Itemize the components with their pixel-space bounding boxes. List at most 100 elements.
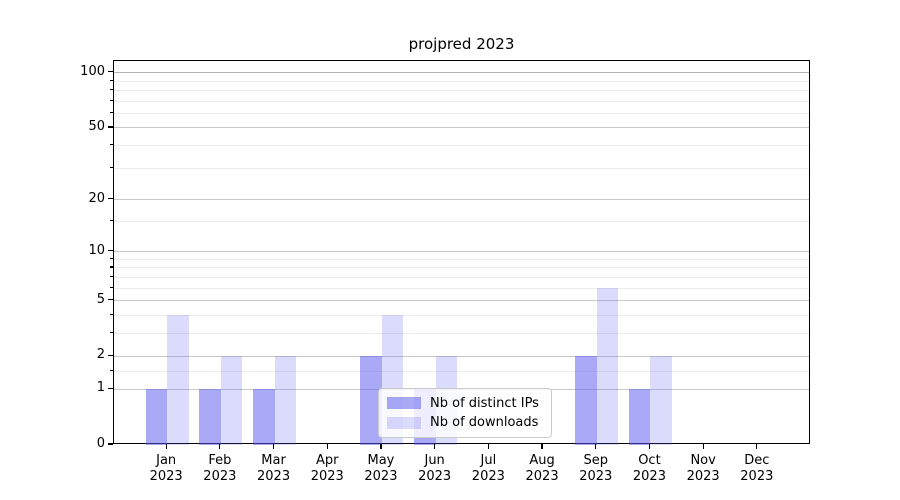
x-tick-mark: [272, 444, 275, 449]
bar-nb-of-distinct-ips-sep-2023: [575, 356, 597, 445]
x-tick-label-oct-2023: Oct 2023: [617, 453, 681, 484]
bar-nb-of-distinct-ips-may-2023: [360, 356, 382, 445]
bar-nb-of-downloads-jan-2023: [167, 315, 189, 445]
bar-nb-of-distinct-ips-feb-2023: [199, 389, 221, 445]
x-tick-year: 2023: [418, 468, 452, 484]
plot-area: [113, 60, 810, 445]
legend-label: Nb of downloads: [430, 415, 539, 431]
x-tick-label-apr-2023: Apr 2023: [295, 453, 359, 484]
y-tick-label: 50: [88, 118, 105, 134]
bar-nb-of-distinct-ips-mar-2023: [253, 389, 275, 445]
x-tick-year: 2023: [525, 468, 559, 484]
y-tick-label: 10: [88, 242, 105, 258]
x-tick-label-jun-2023: Jun 2023: [403, 453, 467, 484]
bar-nb-of-downloads-mar-2023: [274, 356, 297, 445]
y-minor-tick-mark: [110, 275, 113, 277]
major-gridline: [114, 199, 809, 200]
y-tick-label: 0: [96, 436, 105, 451]
x-tick-mark: [648, 444, 651, 449]
y-minor-tick-mark: [110, 313, 113, 315]
x-tick-mark: [219, 444, 221, 449]
bar-nb-of-downloads-feb-2023: [220, 356, 243, 445]
x-tick-label-aug-2023: Aug 2023: [510, 453, 574, 484]
minor-gridline: [114, 145, 809, 147]
x-tick-year: 2023: [686, 468, 720, 484]
y-minor-tick-mark: [110, 144, 113, 146]
x-tick-year: 2023: [310, 468, 344, 484]
legend-swatch-nb-of-downloads: [387, 416, 421, 429]
x-tick-month: Sep: [583, 453, 608, 468]
minor-gridline: [114, 100, 809, 102]
y-tick-label: 100: [80, 63, 105, 79]
minor-gridline: [114, 276, 809, 278]
x-tick-mark: [434, 444, 436, 449]
y-tick-mark: [108, 126, 113, 128]
x-tick-month: May: [367, 453, 395, 468]
y-tick-mark: [108, 443, 113, 445]
x-tick-mark: [756, 444, 758, 449]
y-minor-tick-mark: [110, 99, 113, 101]
x-tick-month: Dec: [744, 453, 770, 468]
y-minor-tick-mark: [110, 112, 113, 114]
x-tick-label-dec-2023: Dec 2023: [725, 453, 789, 484]
minor-gridline: [114, 314, 809, 316]
y-minor-tick-mark: [110, 369, 113, 371]
x-tick-month: Apr: [316, 453, 339, 468]
bar-nb-of-distinct-ips-jan-2023: [145, 389, 168, 445]
x-tick-year: 2023: [471, 468, 505, 484]
x-tick-label-sep-2023: Sep 2023: [564, 453, 628, 484]
x-tick-mark: [541, 444, 543, 449]
y-minor-tick-mark: [110, 266, 113, 268]
x-tick-year: 2023: [579, 468, 613, 484]
x-tick-month: Mar: [261, 453, 286, 468]
minor-gridline: [114, 332, 809, 334]
minor-gridline: [114, 80, 809, 82]
minor-gridline: [114, 113, 809, 115]
y-tick-mark: [108, 298, 113, 301]
x-tick-year: 2023: [149, 468, 183, 484]
y-minor-tick-mark: [110, 79, 113, 81]
x-tick-label-nov-2023: Nov 2023: [671, 453, 735, 484]
x-tick-mark: [487, 444, 489, 449]
y-tick-label: 5: [96, 291, 105, 307]
x-tick-mark: [380, 444, 382, 449]
x-tick-year: 2023: [364, 468, 398, 484]
minor-gridline: [114, 287, 809, 289]
bar-nb-of-downloads-sep-2023: [596, 288, 619, 445]
x-tick-label-may-2023: May 2023: [349, 453, 413, 484]
major-gridline: [114, 127, 809, 129]
major-gridline: [114, 355, 809, 357]
major-gridline: [114, 300, 809, 302]
x-tick-mark: [326, 444, 328, 449]
x-tick-month: Feb: [208, 453, 232, 468]
y-tick-mark: [108, 387, 113, 389]
bar-nb-of-distinct-ips-oct-2023: [628, 389, 651, 445]
y-minor-tick-mark: [110, 286, 113, 288]
minor-gridline: [114, 220, 809, 222]
y-minor-tick-mark: [110, 89, 113, 91]
x-tick-year: 2023: [203, 468, 237, 484]
y-minor-tick-mark: [110, 257, 113, 260]
minor-gridline: [114, 267, 809, 269]
legend-item-nb-of-distinct-ips: Nb of distinct IPs: [387, 396, 543, 411]
minor-gridline: [114, 258, 809, 260]
major-gridline: [114, 72, 809, 74]
y-tick-mark: [108, 250, 113, 252]
y-tick-mark: [108, 354, 113, 356]
x-tick-mark: [165, 444, 167, 449]
x-tick-month: Jul: [480, 453, 497, 468]
y-minor-tick-mark: [110, 331, 113, 333]
x-tick-year: 2023: [740, 468, 774, 484]
x-tick-mark: [595, 444, 597, 449]
x-tick-month: Jan: [156, 453, 177, 468]
x-tick-mark: [702, 444, 704, 449]
x-tick-month: Aug: [529, 453, 555, 468]
y-tick-mark: [108, 71, 113, 73]
legend-item-nb-of-downloads: Nb of downloads: [387, 415, 543, 430]
y-tick-label: 1: [96, 380, 105, 396]
x-tick-month: Nov: [690, 453, 716, 468]
chart-title: projpred 2023: [408, 35, 515, 53]
legend-swatch-nb-of-distinct-ips: [387, 397, 421, 410]
x-tick-label-jul-2023: Jul 2023: [456, 453, 520, 484]
x-tick-year: 2023: [632, 468, 666, 484]
